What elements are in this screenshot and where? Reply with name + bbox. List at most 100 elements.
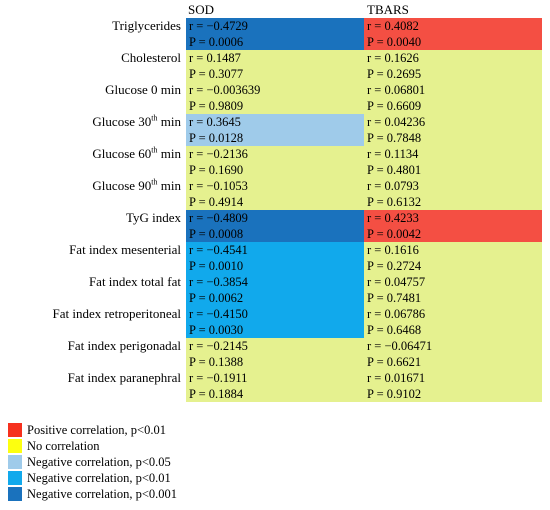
legend-label: No correlation	[27, 439, 100, 453]
row-label: Glucose 30th min	[0, 114, 181, 130]
row-label: Fat index mesenterial	[0, 242, 181, 258]
legend-label: Positive correlation, p<0.01	[27, 423, 166, 437]
sod-r-value: r = −0.1053	[189, 179, 248, 193]
legend-swatch	[8, 455, 22, 469]
tbars-r-value: r = 0.4233	[367, 211, 419, 225]
row-label: Cholesterol	[0, 50, 181, 66]
sod-r-value: r = −0.2136	[189, 147, 248, 161]
tbars-cell: r = 0.4082 P = 0.0040	[364, 18, 542, 50]
sod-cell: r = 0.3645 P = 0.0128	[186, 114, 364, 146]
tbars-p-value: P = 0.4801	[367, 163, 422, 177]
row-label: Glucose 60th min	[0, 146, 181, 162]
table-row: Fat index retroperitoneal r = −0.4150 P = …	[0, 306, 550, 338]
column-header-sod: SOD	[188, 2, 215, 17]
row-label: Glucose 0 min	[0, 82, 181, 98]
tbars-cell: r = 0.1626 P = 0.2695	[364, 50, 542, 82]
legend-label: Negative correlation, p<0.001	[27, 487, 178, 501]
row-label-text: Fat index paranephral	[67, 370, 181, 385]
legend-label: Negative correlation, p<0.01	[27, 471, 171, 485]
sod-r-value: r = −0.3854	[189, 275, 248, 289]
tbars-r-value: r = 0.1134	[367, 147, 419, 161]
table-row: Fat index total fat r = −0.3854 P = 0.0062…	[0, 274, 550, 306]
tbars-r-value: r = 0.1626	[367, 51, 419, 65]
row-label-text: Glucose 90	[92, 178, 152, 193]
tbars-cell: r = 0.06801 P = 0.6609	[364, 82, 542, 114]
sod-p-value: P = 0.1690	[189, 163, 244, 177]
row-label-text: Fat index retroperitoneal	[52, 306, 181, 321]
sod-p-value: P = 0.0062	[189, 291, 244, 305]
tbars-cell: r = −0.06471 P = 0.6621	[364, 338, 542, 370]
row-label-text: Fat index perigonadal	[67, 338, 181, 353]
tbars-r-value: r = 0.04236	[367, 115, 426, 129]
sod-r-value: r = 0.1487	[189, 51, 241, 65]
row-label-text: Fat index mesenterial	[69, 242, 181, 257]
row-label-text: Triglycerides	[112, 18, 181, 33]
sod-r-value: r = −0.4729	[189, 19, 248, 33]
sod-p-value: P = 0.0128	[189, 131, 244, 145]
sod-p-value: P = 0.3077	[189, 67, 244, 81]
row-label-text: Cholesterol	[121, 50, 181, 65]
legend-label: Negative correlation, p<0.05	[27, 455, 171, 469]
tbars-r-value: r = 0.1616	[367, 243, 419, 257]
tbars-cell: r = 0.1616 P = 0.2724	[364, 242, 542, 274]
table-row: Cholesterol r = 0.1487 P = 0.3077 r = 0.162…	[0, 50, 550, 82]
sod-cell: r = −0.1911 P = 0.1884	[186, 370, 364, 402]
tbars-r-value: r = 0.4082	[367, 19, 419, 33]
table-row: Fat index paranephral r = −0.1911 P = 0.18…	[0, 370, 550, 402]
sod-p-value: P = 0.9809	[189, 99, 244, 113]
sod-cell: r = −0.4729 P = 0.0006	[186, 18, 364, 50]
row-label: Fat index total fat	[0, 274, 181, 290]
tbars-p-value: P = 0.7848	[367, 131, 422, 145]
tbars-cell: r = 0.4233 P = 0.0042	[364, 210, 542, 242]
sod-cell: r = 0.1487 P = 0.3077	[186, 50, 364, 82]
legend-swatch	[8, 423, 22, 437]
row-label-text: Fat index total fat	[88, 274, 181, 289]
table-row: Glucose 60th min r = −0.2136 P = 0.1690 r =…	[0, 146, 550, 178]
row-label-suffix: min	[157, 178, 181, 193]
table-row: Fat index perigonadal r = −0.2145 P = 0.13…	[0, 338, 550, 370]
sod-p-value: P = 0.1884	[189, 387, 244, 401]
row-label-superscript: th	[151, 113, 158, 123]
row-label: Glucose 90th min	[0, 178, 181, 194]
row-label: Fat index paranephral	[0, 370, 181, 386]
sod-p-value: P = 0.0006	[189, 35, 244, 49]
tbars-p-value: P = 0.6132	[367, 195, 422, 209]
tbars-r-value: r = 0.06786	[367, 307, 426, 321]
tbars-cell: r = 0.04236 P = 0.7848	[364, 114, 542, 146]
tbars-p-value: P = 0.6468	[367, 323, 422, 337]
sod-r-value: r = −0.2145	[189, 339, 248, 353]
tbars-cell: r = 0.01671 P = 0.9102	[364, 370, 542, 402]
sod-p-value: P = 0.0030	[189, 323, 244, 337]
row-label: TyG index	[0, 210, 181, 226]
sod-cell: r = −0.4150 P = 0.0030	[186, 306, 364, 338]
sod-r-value: r = −0.003639	[189, 83, 261, 97]
sod-r-value: r = −0.4541	[189, 243, 248, 257]
legend-swatch	[8, 487, 22, 501]
tbars-r-value: r = 0.06801	[367, 83, 426, 97]
tbars-r-value: r = 0.01671	[367, 371, 426, 385]
column-header-tbars: TBARS	[367, 2, 409, 17]
tbars-r-value: r = −0.06471	[367, 339, 433, 353]
legend-swatch	[8, 439, 22, 453]
tbars-p-value: P = 0.9102	[367, 387, 422, 401]
sod-cell: r = −0.003639 P = 0.9809	[186, 82, 364, 114]
sod-cell: r = −0.2145 P = 0.1388	[186, 338, 364, 370]
tbars-cell: r = 0.0793 P = 0.6132	[364, 178, 542, 210]
row-label: Fat index retroperitoneal	[0, 306, 181, 322]
table-row: Glucose 30th min r = 0.3645 P = 0.0128 r = …	[0, 114, 550, 146]
tbars-p-value: P = 0.6609	[367, 99, 422, 113]
table-row: Triglycerides r = −0.4729 P = 0.0006 r = 0.…	[0, 18, 550, 50]
tbars-p-value: P = 0.6621	[367, 355, 422, 369]
tbars-cell: r = 0.1134 P = 0.4801	[364, 146, 542, 178]
sod-cell: r = −0.4541 P = 0.0010	[186, 242, 364, 274]
table-row: Glucose 90th min r = −0.1053 P = 0.4914 r =…	[0, 178, 550, 210]
row-label-text: Glucose 60	[92, 146, 152, 161]
row-label-suffix: min	[157, 114, 181, 129]
legend-swatch	[8, 471, 22, 485]
tbars-p-value: P = 0.2695	[367, 67, 422, 81]
tbars-cell: r = 0.06786 P = 0.6468	[364, 306, 542, 338]
sod-p-value: P = 0.4914	[189, 195, 244, 209]
sod-p-value: P = 0.0008	[189, 227, 244, 241]
tbars-cell: r = 0.04757 P = 0.7481	[364, 274, 542, 306]
tbars-r-value: r = 0.0793	[367, 179, 419, 193]
